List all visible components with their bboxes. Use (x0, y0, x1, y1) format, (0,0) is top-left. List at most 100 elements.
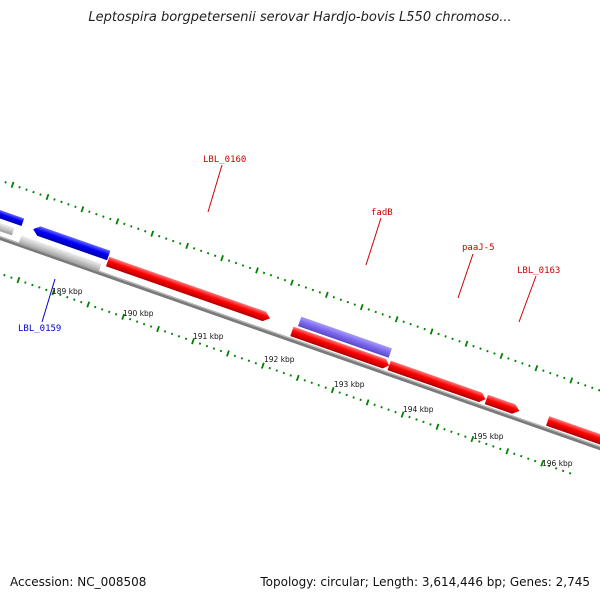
inner-track-major-tick (295, 374, 300, 382)
gene-fadb-forward[interactable] (290, 326, 391, 370)
outer-track-minor-tick (262, 271, 266, 275)
outer-track-minor-tick (416, 325, 419, 328)
kbp-label-191: 191 kbp (193, 332, 224, 341)
gene-reverse-0158[interactable] (0, 205, 25, 227)
outer-track-major-tick (255, 267, 259, 274)
outer-track-minor-tick (283, 278, 287, 282)
outer-track-minor-tick (4, 181, 7, 184)
outer-track-minor-tick (486, 349, 489, 353)
outer-track-minor-tick (521, 362, 524, 365)
outer-track-major-tick (150, 230, 155, 237)
outer-track-minor-tick (374, 310, 377, 314)
outer-track-minor-tick (137, 227, 140, 231)
gene-lbl-0160[interactable] (105, 256, 272, 323)
outer-track-minor-tick (199, 249, 203, 253)
inner-track-minor-tick (568, 472, 572, 475)
inner-track-minor-tick (219, 349, 223, 353)
outer-track-major-tick (80, 206, 85, 213)
inner-track-minor-tick (457, 432, 460, 436)
inner-track-major-tick (226, 350, 230, 357)
gene-pseudo-0158[interactable] (0, 216, 15, 236)
inner-track-major-tick (156, 325, 160, 333)
outer-tick-track (4, 181, 600, 392)
gene-label-lbl-0163[interactable]: LBL_0163 (517, 266, 560, 276)
outer-track-minor-tick (402, 320, 405, 323)
outer-track-minor-tick (437, 332, 440, 336)
inner-track-minor-tick (464, 435, 467, 438)
outer-track-minor-tick (248, 266, 252, 270)
gene-label-lbl-0160[interactable]: LBL_0160 (203, 155, 246, 165)
outer-track-minor-tick (60, 200, 63, 204)
outer-track-minor-tick (451, 337, 454, 341)
inner-track-minor-tick (38, 286, 41, 289)
inner-track-minor-tick (184, 337, 188, 341)
inner-track-major-tick (505, 448, 510, 455)
kbp-label-192: 192 kbp (264, 355, 295, 364)
outer-track-minor-tick (458, 340, 461, 343)
outer-track-minor-tick (584, 384, 587, 387)
inner-track-minor-tick (10, 276, 13, 279)
inner-track-minor-tick (149, 325, 153, 328)
inner-track-minor-tick (282, 371, 285, 375)
outer-track-minor-tick (158, 234, 161, 238)
outer-track-major-tick (569, 377, 574, 384)
gene-paaj-5[interactable] (387, 360, 487, 404)
gene-label-fadb[interactable]: fadB (371, 208, 393, 218)
outer-track-minor-tick (109, 217, 112, 221)
inner-track-minor-tick (352, 396, 355, 399)
outer-track-minor-tick (542, 369, 545, 372)
outer-track-minor-tick (311, 288, 315, 292)
inner-track-minor-tick (24, 281, 27, 284)
inner-track-minor-tick (450, 430, 453, 433)
outer-track-minor-tick (409, 322, 412, 326)
outer-track-minor-tick (269, 274, 273, 277)
outer-track-minor-tick (339, 298, 342, 301)
inner-track-major-tick (435, 423, 440, 430)
inner-track-minor-tick (415, 418, 418, 421)
kbp-label-195: 195 kbp (473, 432, 504, 441)
inner-track-minor-tick (233, 354, 237, 358)
gene-label-paaj-5[interactable]: paaJ-5 (462, 243, 495, 253)
gene-lbl-0159[interactable] (32, 224, 111, 261)
inner-track-minor-tick (114, 313, 118, 316)
outer-track-minor-tick (241, 264, 245, 267)
outer-track-minor-tick (297, 283, 301, 287)
inner-track-major-tick (540, 460, 545, 467)
gene-lbl-0163[interactable] (546, 416, 600, 459)
inner-track-minor-tick (408, 415, 411, 419)
kbp-label-196: 196 kbp (542, 459, 573, 468)
inner-track-minor-tick (303, 379, 306, 382)
page-title: Leptospira borgpetersenii serovar Hardjo… (88, 10, 512, 25)
outer-track-minor-tick (234, 261, 238, 265)
inner-track-minor-tick (422, 420, 425, 424)
kbp-label-194: 194 kbp (403, 405, 434, 414)
inner-track-minor-tick (534, 459, 537, 463)
outer-track-minor-tick (227, 259, 231, 262)
outer-track-minor-tick (388, 315, 391, 319)
gene-label-lbl-0159[interactable]: LBL_0159 (18, 324, 61, 334)
inner-track-minor-tick (94, 305, 97, 309)
outer-track-major-tick (464, 340, 469, 347)
inner-track-minor-tick (177, 335, 181, 338)
label-leader-lbl-0159 (41, 278, 56, 323)
label-leader-fadb (365, 217, 382, 266)
gene-fadb[interactable] (298, 316, 392, 358)
outer-track-major-tick (115, 218, 120, 225)
inner-track-minor-tick (247, 359, 251, 363)
outer-track-major-tick (10, 181, 15, 188)
gene-pseudo-0159[interactable] (18, 235, 102, 273)
outer-track-minor-tick (479, 347, 482, 350)
outer-track-minor-tick (276, 276, 280, 279)
outer-track-minor-tick (130, 225, 133, 228)
outer-track-minor-tick (507, 357, 510, 360)
inner-track-minor-tick (561, 469, 565, 473)
outer-track-minor-tick (172, 239, 175, 243)
inner-track-minor-tick (73, 298, 76, 301)
inner-track-major-tick (260, 362, 265, 369)
gene-lbl-0162[interactable] (484, 394, 521, 416)
outer-track-major-tick (394, 316, 399, 323)
outer-track-major-tick (534, 365, 539, 372)
outer-track-minor-tick (332, 296, 336, 299)
